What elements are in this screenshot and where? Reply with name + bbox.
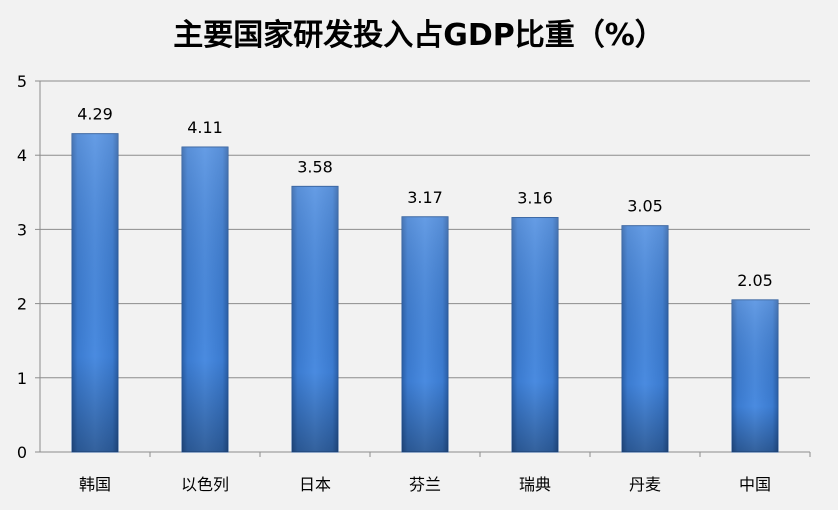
data-label: 3.17 (407, 188, 443, 207)
bar-shade (182, 147, 228, 452)
y-tick-label: 5 (17, 72, 27, 91)
y-tick-label: 2 (17, 295, 27, 314)
data-label: 4.29 (77, 105, 113, 124)
data-label: 3.58 (297, 157, 333, 176)
bar-shade (512, 217, 558, 452)
data-label: 4.11 (187, 118, 223, 137)
y-tick-label: 3 (17, 220, 27, 239)
y-tick-label: 0 (17, 443, 27, 462)
x-tick-label: 日本 (299, 475, 331, 494)
bar-shade (732, 299, 778, 452)
data-label: 2.05 (737, 271, 773, 290)
x-tick-label: 瑞典 (519, 475, 551, 494)
bar-shade (402, 216, 448, 452)
x-tick-label: 韩国 (79, 475, 111, 494)
y-tick-label: 4 (17, 146, 27, 165)
y-tick-label: 1 (17, 369, 27, 388)
x-tick-label: 丹麦 (629, 475, 661, 494)
bar-shade (72, 133, 118, 452)
data-label: 3.05 (627, 197, 663, 216)
x-tick-label: 中国 (739, 475, 771, 494)
data-label: 3.16 (517, 189, 553, 208)
x-tick-label: 以色列 (181, 475, 229, 494)
bar-shade (622, 225, 668, 452)
x-tick-label: 芬兰 (409, 475, 441, 494)
bar-shade (292, 186, 338, 452)
chart-title: 主要国家研发投入占GDP比重（%） (173, 18, 665, 53)
